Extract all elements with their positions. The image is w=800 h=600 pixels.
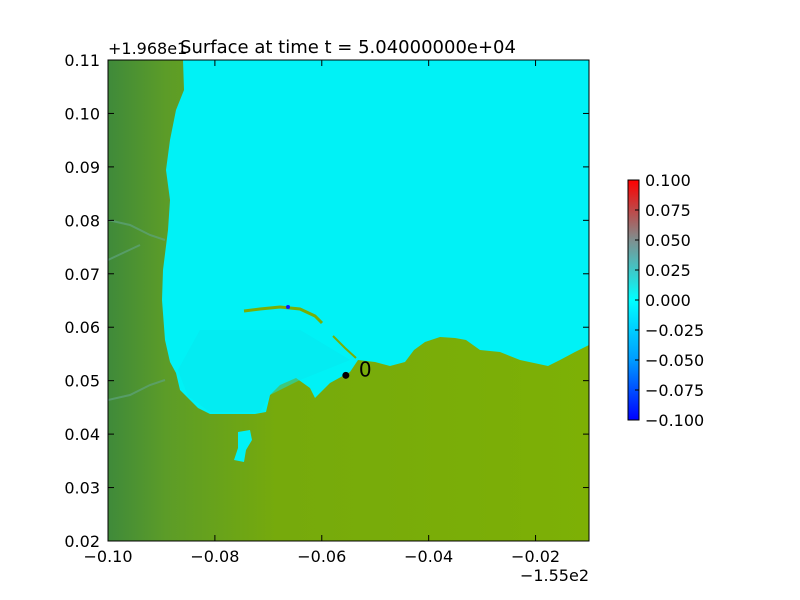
x-axis-ticks: −0.10 −0.08 −0.06 −0.04 −0.02 <box>83 60 560 566</box>
x-tick-label: −0.06 <box>297 547 346 566</box>
colorbar-tick-label: −0.075 <box>645 381 704 400</box>
colorbar-tick-label: 0.050 <box>645 231 691 250</box>
land-streaks <box>108 219 166 401</box>
colorbar-ticks: −0.100 −0.075 −0.050 −0.025 0.000 0.025 0.050 0… <box>635 171 704 430</box>
sandbar <box>243 305 324 325</box>
colorbar-tick-label: 0.025 <box>645 261 691 280</box>
x-tick-label: −0.08 <box>190 547 239 566</box>
y-tick-label: 0.05 <box>64 372 100 391</box>
sandbar-tail <box>332 335 357 359</box>
y-offset-label: +1.968e1 <box>108 39 187 58</box>
y-tick-label: 0.07 <box>64 265 100 284</box>
y-tick-label: 0.09 <box>64 158 100 177</box>
gauge-point <box>342 371 350 379</box>
shallow-water <box>178 330 350 412</box>
colorbar-tick-label: −0.025 <box>645 321 704 340</box>
x-tick-label: −0.04 <box>404 547 453 566</box>
gauge-markers: 0 <box>342 357 372 381</box>
water-inlet <box>234 430 252 462</box>
x-tick-label: −0.02 <box>511 547 560 566</box>
heatmap-field <box>108 60 589 541</box>
chart-title: Surface at time t = 5.04000000e+04 <box>180 37 516 58</box>
colorbar-tick-label: 0.075 <box>645 201 691 220</box>
gauge-label: 0 <box>359 357 372 381</box>
plot-frame <box>107 59 590 542</box>
y-tick-label: 0.02 <box>64 532 100 551</box>
colorbar-tick-label: −0.100 <box>645 411 704 430</box>
colorbar-tick-label: 0.100 <box>645 171 691 190</box>
colorbar: −0.100 −0.075 −0.050 −0.025 0.000 0.025 0.050 0… <box>627 171 704 430</box>
y-tick-label: 0.06 <box>64 318 100 337</box>
y-tick-label: 0.10 <box>64 104 100 123</box>
dark-spot <box>286 305 290 309</box>
y-tick-label: 0.04 <box>64 425 100 444</box>
y-axis-ticks: 0.02 0.03 0.04 0.05 0.06 0.07 0.08 0.09 0.10 0.11 <box>64 51 589 551</box>
y-tick-label: 0.08 <box>64 211 100 230</box>
x-tick-label: −0.10 <box>83 547 132 566</box>
x-offset-label: −1.55e2 <box>520 566 589 585</box>
y-tick-label: 0.11 <box>64 51 100 70</box>
y-tick-label: 0.03 <box>64 479 100 498</box>
colorbar-tick-label: −0.050 <box>645 351 704 370</box>
colorbar-tick-label: 0.000 <box>645 291 691 310</box>
water-region <box>162 60 589 414</box>
